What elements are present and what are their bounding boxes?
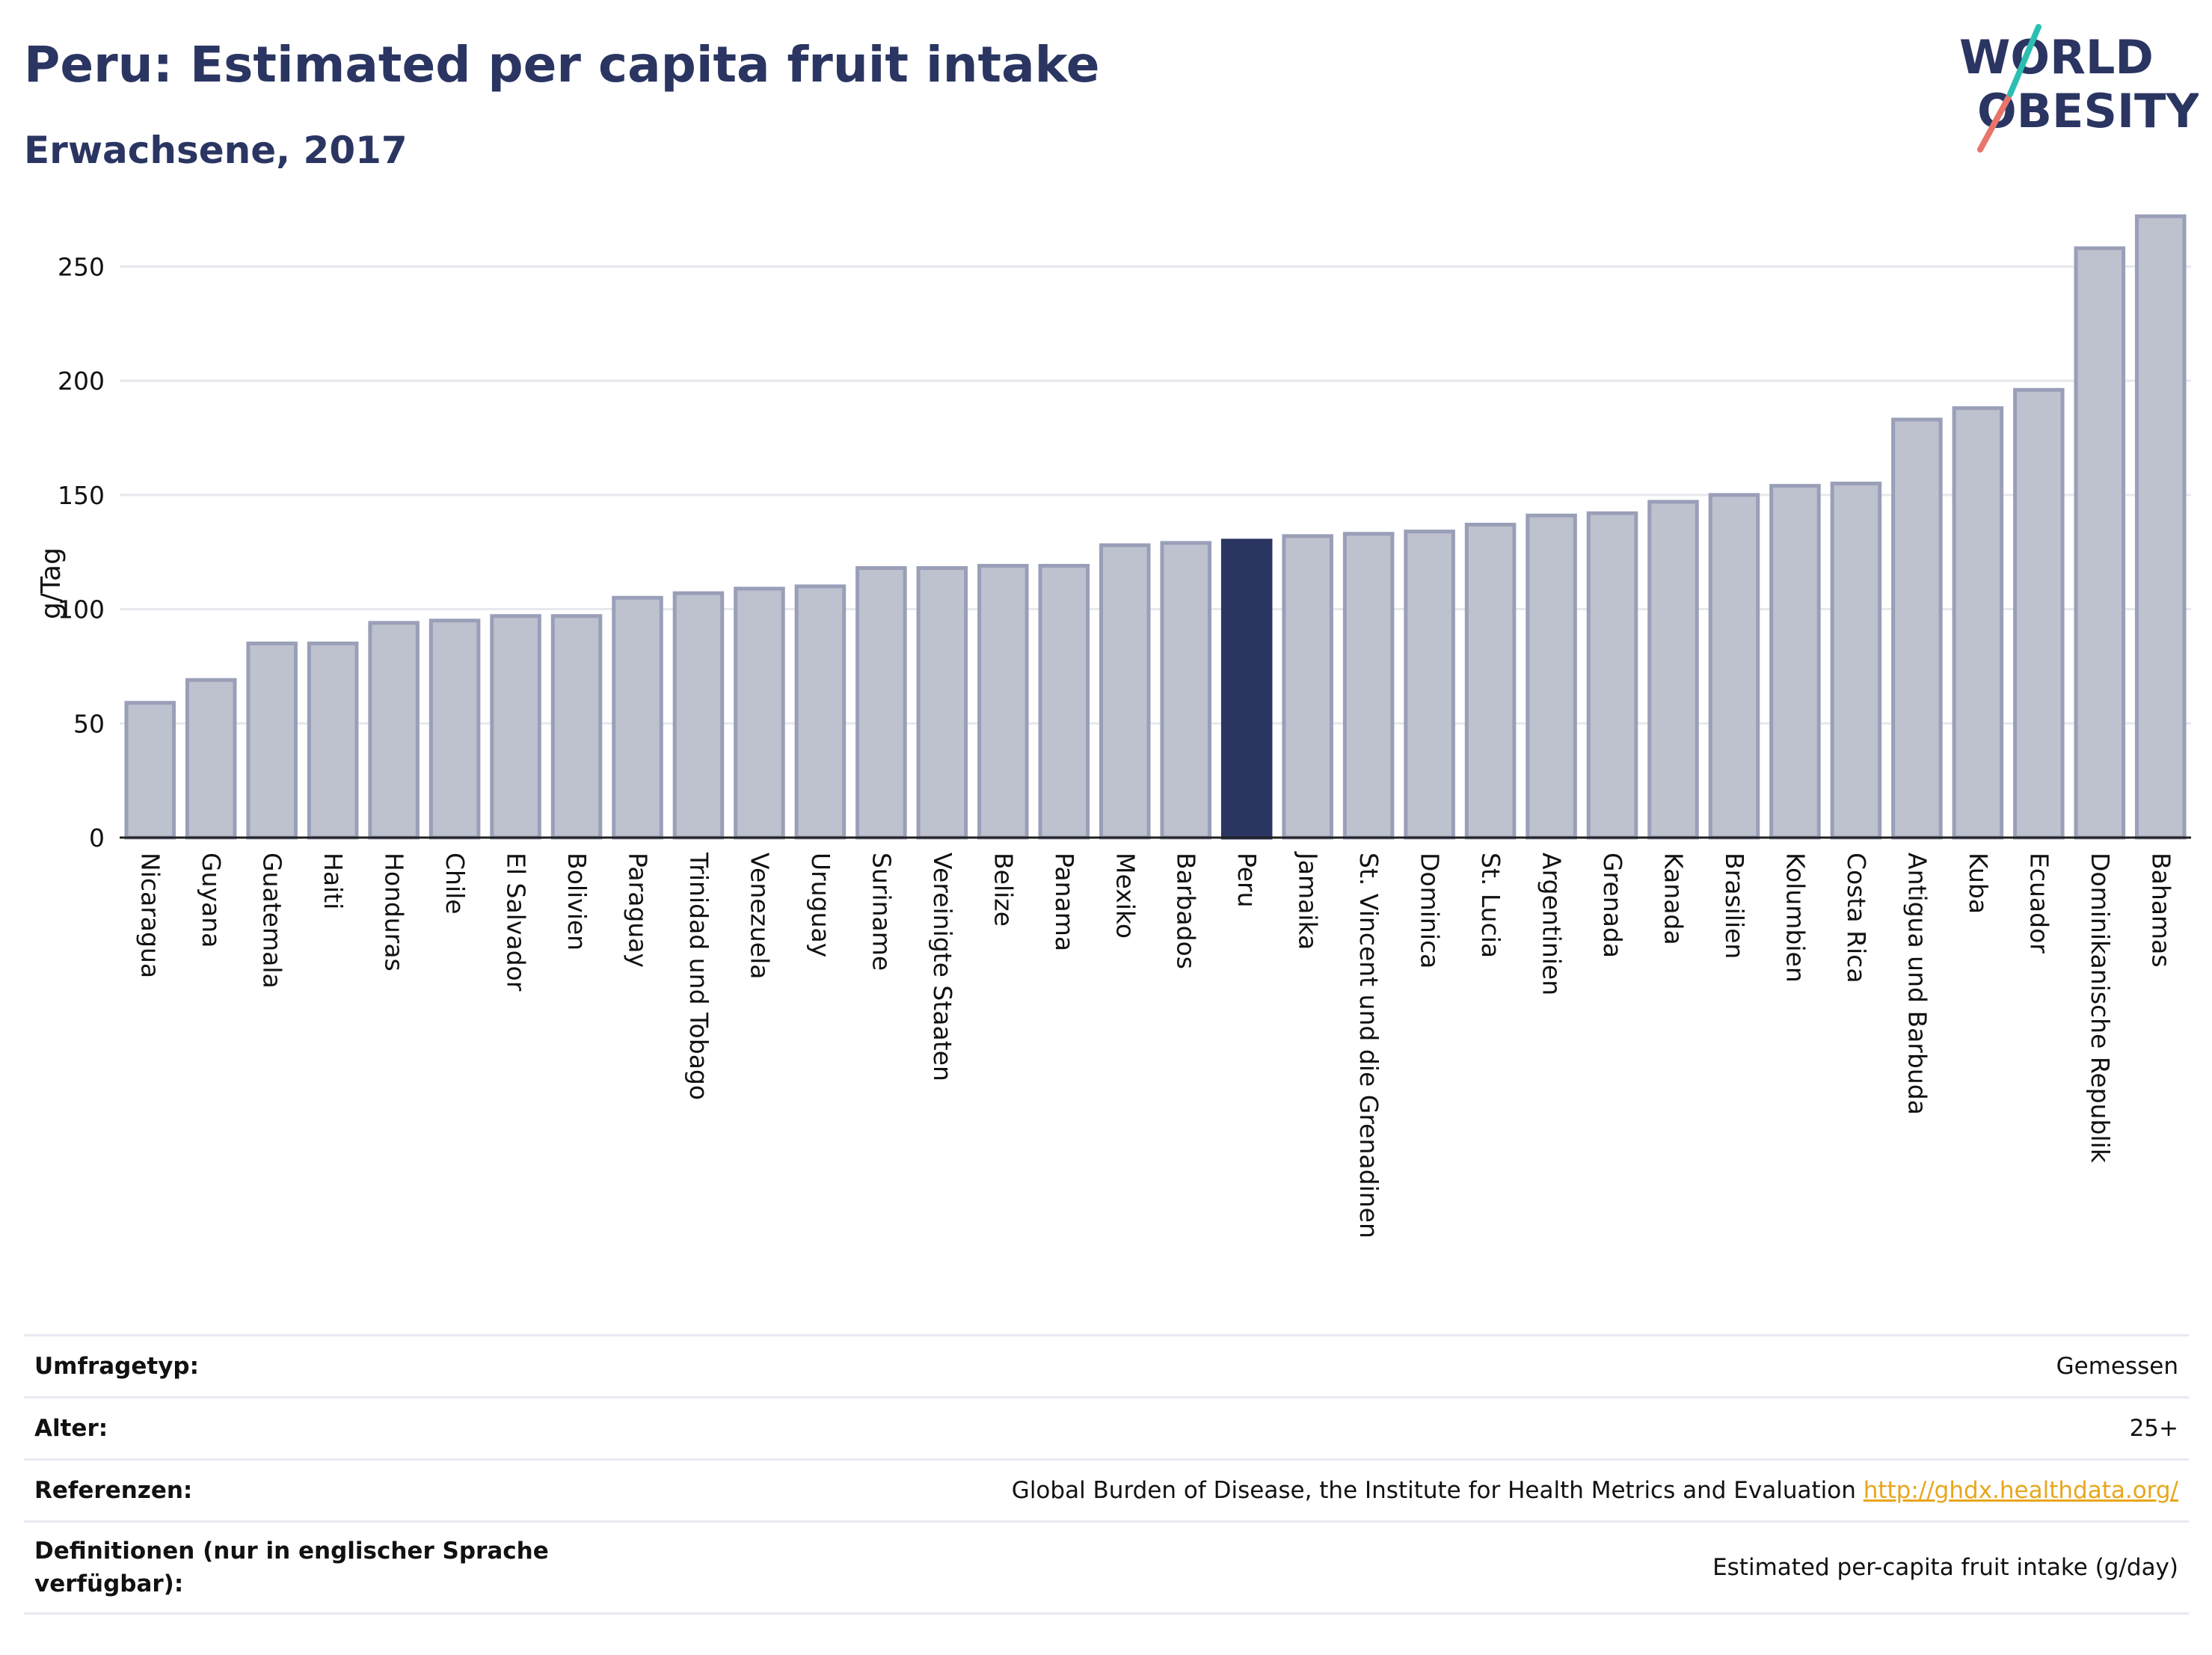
meta-row-survey-type: Umfragetyp: Gemessen [24, 1334, 2189, 1396]
bar [1099, 543, 1151, 840]
metadata-table: Umfragetyp: Gemessen Alter: 25+ Referenz… [24, 1334, 2189, 1615]
x-tick-label: St. Lucia [1476, 853, 1505, 958]
bar [124, 701, 176, 840]
x-tick-label: Costa Rica [1842, 853, 1871, 983]
logo-line1: WORLD [1959, 30, 2154, 85]
x-tick-label: Guyana [197, 853, 226, 948]
meta-label: Definitionen (nur in englischer Sprache … [34, 1538, 549, 1597]
meta-row-references: Referenzen: Global Burden of Disease, th… [24, 1458, 2189, 1520]
x-tick-label: Barbados [1172, 853, 1201, 969]
bar [1952, 406, 2004, 840]
world-obesity-logo: WORLD OBESITY [1959, 24, 2199, 153]
y-tick-label: 150 [58, 481, 105, 510]
bar [1404, 529, 1455, 840]
x-tick-label: Chile [440, 853, 470, 915]
bar [2013, 387, 2065, 840]
x-tick-label: Guatemala [258, 853, 287, 989]
x-tick-label: Vereinigte Staaten [928, 853, 957, 1081]
logo-line2: OBESITY [1977, 84, 2199, 138]
x-tick-label: Panama [1050, 853, 1079, 951]
reference-text: Global Burden of Disease, the Institute … [1011, 1477, 1856, 1504]
bar [794, 584, 847, 840]
x-tick-label: Kanada [1659, 853, 1689, 945]
x-tick-label: Haiti [319, 853, 348, 909]
meta-label: Referenzen: [34, 1477, 193, 1504]
bar [977, 564, 1029, 840]
bar-chart: 0 50 100 150 200 250 g/Tag Nicaragua Guyana Guate… [36, 214, 2191, 1238]
bar [1342, 532, 1395, 840]
x-tick-label: Brasilien [1720, 853, 1749, 959]
bar [612, 595, 663, 840]
bar [1830, 482, 1882, 840]
bar [490, 614, 541, 840]
y-tick-label: 0 [89, 823, 105, 853]
bar [2074, 246, 2126, 840]
bar [1464, 523, 1517, 840]
bar [1891, 417, 1943, 840]
meta-value: 25+ [2129, 1415, 2178, 1442]
y-axis-label: g/Tag [36, 547, 67, 619]
bar [428, 618, 481, 840]
x-tick-label: Belize [989, 853, 1018, 927]
chart-subtitle: Erwachsene, 2017 [24, 129, 408, 172]
meta-value: Gemessen [2056, 1353, 2178, 1380]
x-tick-label: Ecuador [2024, 853, 2053, 954]
x-tick-label: Trinidad und Tobago [684, 852, 713, 1100]
x-tick-label: Suriname [867, 853, 896, 971]
bar [246, 641, 298, 840]
bar [307, 641, 359, 840]
bar [916, 566, 968, 840]
meta-row-definitions: Definitionen (nur in englischer Sprache … [24, 1520, 2189, 1615]
meta-value: Global Burden of Disease, the Institute … [1012, 1477, 2189, 1504]
y-tick-label: 100 [58, 595, 105, 624]
x-tick-label: Kolumbien [1781, 853, 1810, 983]
bar [1526, 513, 1577, 840]
meta-row-age: Alter: 25+ [24, 1396, 2189, 1458]
bar [1708, 493, 1760, 840]
x-tick-label: Antigua und Barbuda [1902, 853, 1932, 1115]
meta-label: Alter: [34, 1415, 108, 1442]
x-tick-label: Dominica [1416, 853, 1445, 968]
bar [1160, 541, 1212, 840]
meta-value: Estimated per-capita fruit intake (g/day… [1712, 1554, 2178, 1581]
bar [734, 586, 785, 840]
x-tick-label: Venezuela [745, 853, 774, 979]
bar [368, 621, 420, 840]
x-tick-label: St. Vincent und die Grenadinen [1354, 853, 1383, 1238]
chart-title: Peru: Estimated per capita fruit intake [24, 36, 1100, 93]
meta-label: Umfragetyp: [34, 1353, 199, 1380]
x-tick-label: Jamaika [1294, 851, 1323, 950]
x-tick-label: Dominikanische Republik [2086, 853, 2115, 1164]
x-tick-label: Mexiko [1110, 853, 1140, 939]
y-tick-label: 200 [58, 366, 105, 396]
x-tick-label: Nicaragua [136, 853, 165, 978]
x-tick-label: Bolivien [562, 853, 592, 951]
x-tick-label: Uruguay [806, 853, 835, 957]
x-tick-label: Kuba [1964, 853, 1993, 914]
bar [1038, 564, 1090, 840]
bar [855, 566, 907, 840]
bar [672, 591, 725, 840]
bar [1647, 500, 1699, 840]
bar [1769, 484, 1821, 840]
x-tick-label: Argentinien [1537, 853, 1567, 995]
x-tick-label: Peru [1232, 853, 1262, 908]
bar [550, 614, 603, 840]
bar [1586, 511, 1638, 840]
x-tick-label: Grenada [1598, 853, 1627, 958]
bar [1220, 538, 1273, 840]
x-tick-label: El Salvador [502, 853, 531, 992]
y-tick-label: 250 [58, 252, 105, 281]
bar [2134, 214, 2187, 840]
bar [1282, 534, 1333, 840]
bar [185, 678, 237, 840]
x-tick-label: Bahamas [2146, 853, 2175, 968]
x-tick-label: Paraguay [624, 853, 653, 968]
reference-link[interactable]: http://ghdx.healthdata.org/ [1863, 1477, 2178, 1504]
x-tick-label: Honduras [380, 853, 409, 971]
y-tick-label: 50 [73, 709, 105, 738]
